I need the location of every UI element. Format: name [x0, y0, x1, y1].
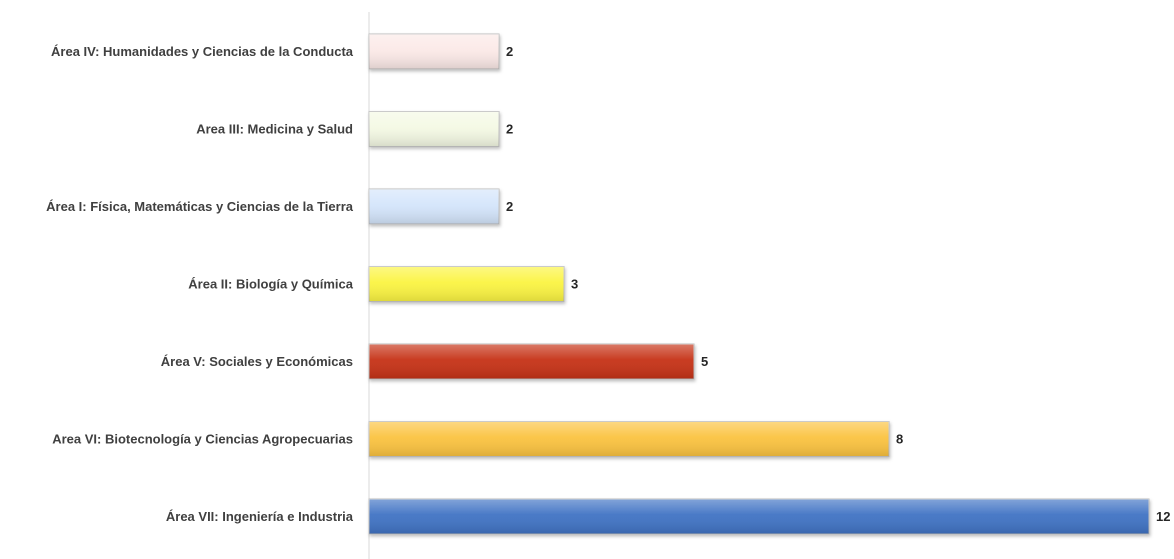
- category-label: Area VI: Biotecnología y Ciencias Agrope…: [52, 432, 353, 447]
- bar-highlight: [369, 421, 889, 457]
- value-label: 5: [701, 354, 708, 369]
- bar-highlight: [369, 189, 499, 224]
- value-label: 2: [506, 199, 513, 214]
- category-label: Área I: Física, Matemáticas y Ciencias d…: [46, 199, 354, 214]
- value-label: 2: [506, 44, 513, 59]
- bar-highlight: [369, 344, 694, 379]
- category-label: Área V: Sociales y Económicas: [161, 354, 353, 369]
- category-label: Área IV: Humanidades y Ciencias de la Co…: [51, 44, 354, 59]
- bars-group: Área IV: Humanidades y Ciencias de la Co…: [46, 33, 1170, 535]
- value-label: 2: [506, 122, 513, 137]
- value-label: 12: [1156, 509, 1170, 524]
- bar-highlight: [369, 499, 1149, 534]
- bar-highlight: [369, 34, 499, 69]
- value-label: 8: [896, 432, 903, 447]
- category-label: Area III: Medicina y Salud: [196, 122, 353, 137]
- category-label: Área II: Biología y Química: [188, 277, 353, 292]
- bar-highlight: [369, 266, 564, 302]
- value-label: 3: [571, 277, 578, 292]
- bar-highlight: [369, 111, 499, 147]
- category-label: Área VII: Ingeniería e Industria: [166, 509, 354, 524]
